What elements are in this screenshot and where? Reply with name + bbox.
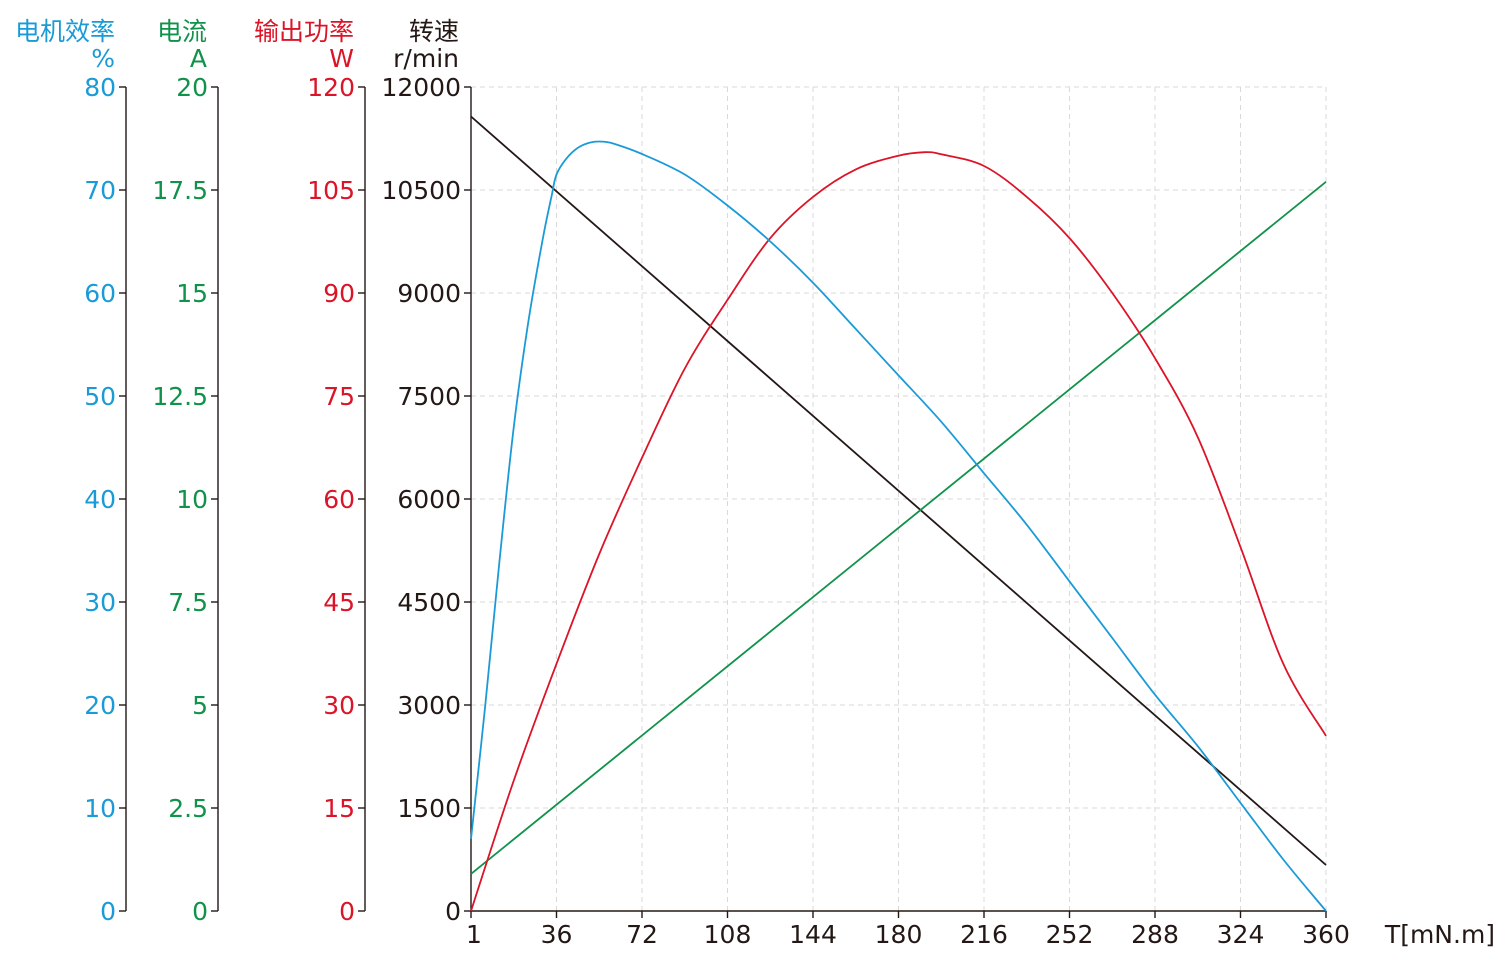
efficiency-axis-unit: % (91, 44, 115, 73)
efficiency-series-line (470, 140, 1327, 912)
x-tick-label: 288 (1131, 920, 1179, 949)
current-tick-label: 20 (176, 73, 208, 102)
current-tick-label: 17.5 (152, 176, 208, 205)
power-tick-label: 120 (307, 73, 355, 102)
current-tick-label: 2.5 (168, 794, 208, 823)
current-tick-label: 7.5 (168, 588, 208, 617)
speed-axis-title: 转速 (409, 17, 459, 46)
speed-tick-label: 6000 (397, 485, 461, 514)
speed-tick-label: 4500 (397, 588, 461, 617)
speed-tick-label: 12000 (381, 73, 461, 102)
efficiency-tick-label: 60 (84, 279, 116, 308)
efficiency-tick-label: 80 (84, 73, 116, 102)
series-layer (470, 115, 1327, 912)
current-tick-label: 12.5 (152, 382, 208, 411)
current-tick-label: 0 (192, 897, 208, 926)
x-tick-label: 144 (789, 920, 837, 949)
x-tick-label: 36 (541, 920, 573, 949)
x-tick-label: 360 (1302, 920, 1350, 949)
power-tick-label: 30 (323, 691, 355, 720)
current-series-line (470, 181, 1327, 875)
efficiency-tick-label: 10 (84, 794, 116, 823)
efficiency-tick-label: 30 (84, 588, 116, 617)
x-axis-title: T[mN.m] (1384, 920, 1495, 949)
efficiency-tick-label: 70 (84, 176, 116, 205)
power-tick-label: 15 (323, 794, 355, 823)
x-tick-label: 1 (466, 920, 482, 949)
speed-tick-label: 7500 (397, 382, 461, 411)
power-tick-label: 105 (307, 176, 355, 205)
efficiency-tick-label: 50 (84, 382, 116, 411)
x-tick-label: 252 (1046, 920, 1094, 949)
current-tick-label: 15 (176, 279, 208, 308)
x-tick-label: 72 (626, 920, 658, 949)
power-series-line (470, 151, 1327, 912)
speed-axis-unit: r/min (393, 44, 459, 73)
power-tick-label: 75 (323, 382, 355, 411)
speed-series-line (470, 115, 1327, 866)
axes-layer (119, 86, 1327, 918)
x-tick-label: 324 (1217, 920, 1265, 949)
grid-layer (471, 86, 1327, 911)
power-tick-label: 90 (323, 279, 355, 308)
speed-tick-label: 0 (445, 897, 461, 926)
power-axis-title: 输出功率 (254, 17, 354, 46)
current-axis-unit: A (190, 44, 207, 73)
x-tick-label: 180 (875, 920, 923, 949)
speed-tick-label: 1500 (397, 794, 461, 823)
x-tick-label: 108 (704, 920, 752, 949)
efficiency-tick-label: 40 (84, 485, 116, 514)
current-tick-label: 10 (176, 485, 208, 514)
speed-tick-label: 3000 (397, 691, 461, 720)
speed-tick-label: 9000 (397, 279, 461, 308)
efficiency-tick-label: 20 (84, 691, 116, 720)
efficiency-tick-label: 0 (100, 897, 116, 926)
speed-tick-label: 10500 (381, 176, 461, 205)
power-axis-unit: W (329, 44, 354, 73)
x-tick-label: 216 (960, 920, 1008, 949)
current-axis-title: 电流 (157, 17, 207, 46)
current-tick-label: 5 (192, 691, 208, 720)
labels-layer: 01020304050607080电机效率%02.557.51012.51517… (15, 17, 1495, 949)
power-tick-label: 0 (339, 897, 355, 926)
efficiency-axis-title: 电机效率 (15, 17, 115, 46)
power-tick-label: 60 (323, 485, 355, 514)
power-tick-label: 45 (323, 588, 355, 617)
